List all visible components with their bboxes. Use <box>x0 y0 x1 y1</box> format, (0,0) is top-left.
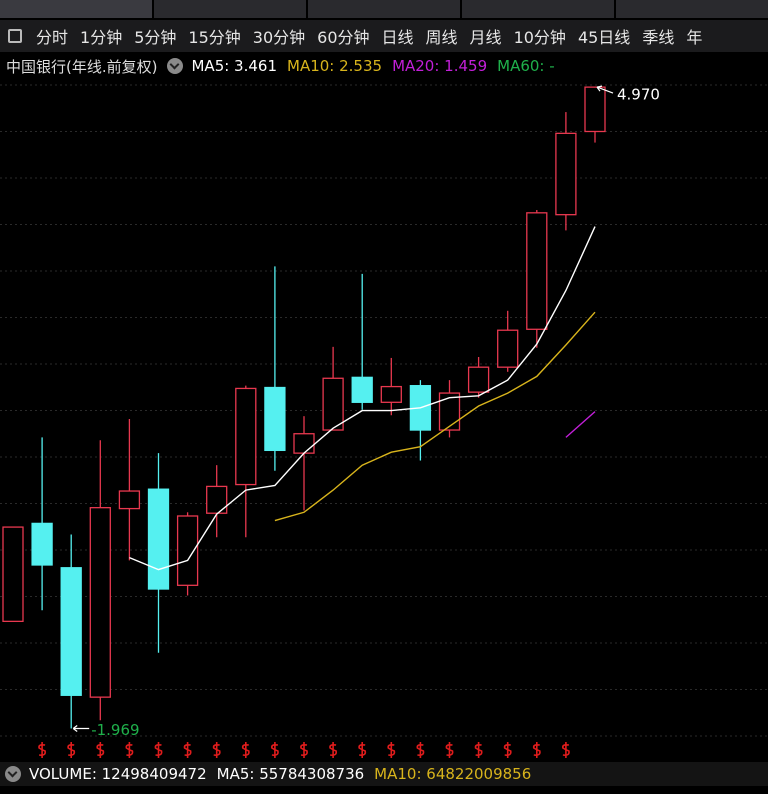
period-option[interactable]: 15分钟 <box>188 28 241 47</box>
candle-body <box>351 376 373 403</box>
candle-body <box>89 507 111 698</box>
low-arrow <box>72 725 90 732</box>
legend-entry: MA20: 1.459 <box>392 57 488 75</box>
chart-legend: 中国银行(年线.前复权) MA5: 3.461 MA10: 2.535 MA20: … <box>6 54 565 78</box>
candle-body <box>293 433 315 454</box>
dividend-icon <box>38 742 47 758</box>
candle-body <box>60 567 82 696</box>
dividend-icon <box>300 742 308 758</box>
chart-title: 中国银行(年线.前复权) <box>6 57 158 76</box>
dividend-icon <box>445 742 454 758</box>
period-option[interactable]: 季线 <box>642 28 675 47</box>
dividend-icon <box>561 742 570 758</box>
high-arrow <box>596 85 614 94</box>
tab[interactable] <box>154 0 306 18</box>
period-option[interactable]: 周线 <box>425 28 458 47</box>
dropdown-icon[interactable] <box>167 58 184 74</box>
dividend-icon <box>503 742 512 758</box>
volume-bar: VOLUME: 12498409472 MA5: 55784308736 MA10:… <box>0 762 768 786</box>
candle-body <box>118 490 141 510</box>
candle-body <box>2 526 24 623</box>
dividend-icon <box>96 742 105 758</box>
candle-body <box>380 385 402 403</box>
dividend-icon <box>416 742 425 758</box>
candle-body <box>235 387 257 486</box>
volume-info: MA5: 55784308736 <box>216 765 365 783</box>
candle-body <box>147 488 170 590</box>
toggle-icon[interactable] <box>8 29 22 43</box>
ma-line <box>274 311 596 522</box>
period-option[interactable]: 60分钟 <box>317 28 370 47</box>
period-option[interactable]: 年 <box>686 28 703 47</box>
legend-entry: MA60: - <box>497 57 555 75</box>
ma-line <box>565 411 596 438</box>
dividend-icon <box>125 742 134 758</box>
dividend-icon <box>532 742 541 758</box>
candle-body <box>497 329 519 368</box>
dropdown-icon[interactable] <box>5 766 21 782</box>
candle-body <box>467 366 490 393</box>
dividend-icon <box>241 742 250 758</box>
period-option[interactable]: 分时 <box>36 28 69 47</box>
dividend-icon <box>387 742 396 758</box>
period-option[interactable]: 5分钟 <box>134 28 177 47</box>
dividend-icon <box>67 742 76 758</box>
candle-body <box>584 86 606 133</box>
candle-body <box>526 212 548 330</box>
dividend-icon <box>154 742 163 758</box>
top-tabs <box>0 0 768 18</box>
dividend-icon <box>329 742 338 758</box>
period-option[interactable]: 1分钟 <box>80 28 123 47</box>
period-option[interactable]: 10分钟 <box>513 28 566 47</box>
candle-body <box>264 386 286 452</box>
dividend-icon <box>212 742 221 758</box>
dividend-icon <box>358 742 367 758</box>
tab[interactable] <box>308 0 460 18</box>
candle-body <box>438 392 461 431</box>
period-toolbar: 分时 1分钟 5分钟 15分钟 30分钟 60分钟 日线 周线 月线 10分钟 45日线 季线年 <box>0 20 768 52</box>
ma-line <box>129 226 596 571</box>
period-option[interactable]: 月线 <box>469 28 502 47</box>
candle-body <box>31 522 53 566</box>
volume-info: MA10: 64822009856 <box>374 765 532 783</box>
low-label: -1.969 <box>91 721 139 739</box>
period-option[interactable]: 30分钟 <box>252 28 306 47</box>
dividend-icon <box>270 742 279 758</box>
candle-body <box>176 515 199 586</box>
period-option[interactable]: 45日线 <box>577 28 631 47</box>
volume-info: VOLUME: 12498409472 <box>29 765 207 783</box>
tab[interactable] <box>616 0 768 18</box>
tab[interactable] <box>462 0 614 18</box>
candle-body <box>555 132 577 216</box>
candle-body <box>322 377 344 431</box>
legend-entry: MA10: 2.535 <box>287 57 383 75</box>
dividend-icon <box>183 742 192 758</box>
tab[interactable] <box>0 0 152 18</box>
period-option[interactable]: 日线 <box>381 28 414 47</box>
high-label: 4.970 <box>617 86 660 104</box>
dividend-icon <box>474 742 483 758</box>
legend-entry: MA5: 3.461 <box>191 57 277 75</box>
